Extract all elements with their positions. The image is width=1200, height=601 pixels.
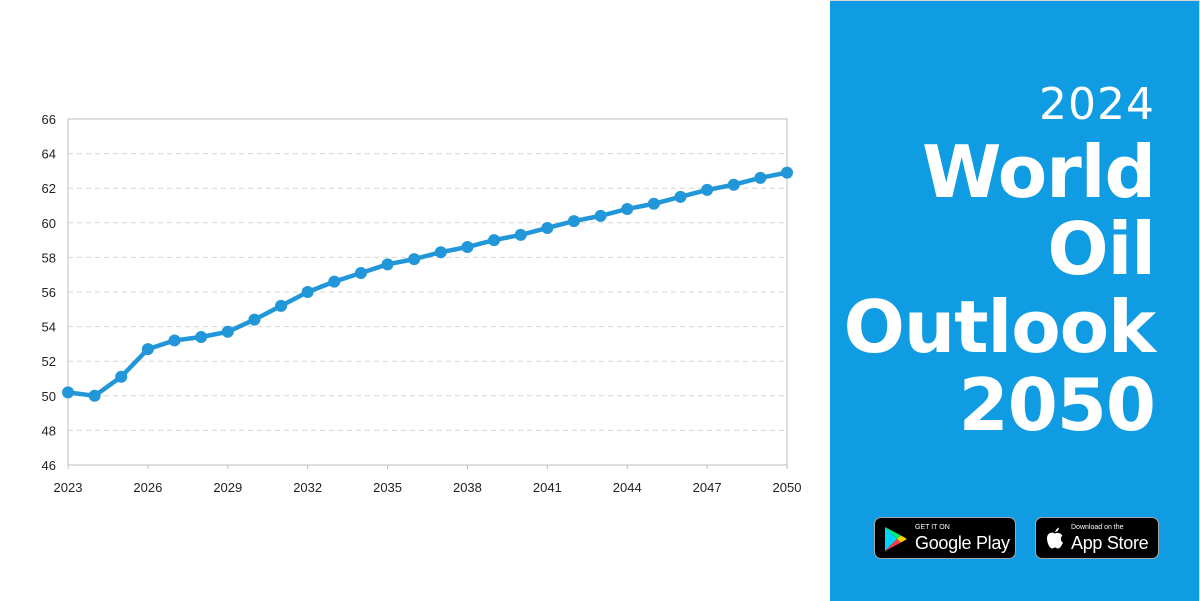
data-point xyxy=(594,209,607,222)
y-axis-ticks: 46 48 50 52 54 56 58 60 62 64 66 xyxy=(42,112,56,473)
data-point xyxy=(461,241,474,254)
data-point xyxy=(354,266,367,279)
y-tick-label: 48 xyxy=(42,423,56,438)
data-point xyxy=(567,215,580,228)
x-tick-label: 2029 xyxy=(213,480,242,495)
data-point xyxy=(381,258,394,271)
data-point xyxy=(221,325,234,338)
y-tick-label: 62 xyxy=(42,181,56,196)
apple-badge-small-text: Download on the xyxy=(1071,524,1124,531)
x-tick-label: 2038 xyxy=(453,480,482,495)
google-badge-big-text: Google Play xyxy=(915,533,1010,553)
data-point xyxy=(541,221,554,234)
google-badge-small-text: GET IT ON xyxy=(915,524,950,531)
y-tick-label: 66 xyxy=(42,112,56,127)
data-point xyxy=(275,299,288,312)
app-store-badge[interactable]: Download on the App Store xyxy=(1035,517,1159,559)
data-point xyxy=(621,202,634,215)
series xyxy=(62,166,793,402)
x-tick-label: 2023 xyxy=(54,480,83,495)
data-point xyxy=(647,197,660,210)
report-title-line-3: Outlook xyxy=(843,285,1156,369)
data-point xyxy=(514,228,527,241)
y-tick-label: 60 xyxy=(42,216,56,231)
data-point xyxy=(248,313,261,326)
y-tick-label: 50 xyxy=(42,389,56,404)
y-tick-label: 64 xyxy=(42,147,56,162)
y-tick-label: 58 xyxy=(42,250,56,265)
x-tick-label: 2044 xyxy=(613,480,642,495)
data-point xyxy=(88,389,101,402)
x-tick-label: 2035 xyxy=(373,480,402,495)
title-panel: 2024 World Oil Outlook 2050 GET IT ON Go… xyxy=(830,0,1200,601)
data-point xyxy=(701,183,714,196)
data-point xyxy=(328,275,341,288)
data-point xyxy=(727,178,740,191)
data-point xyxy=(115,370,128,383)
data-point xyxy=(195,330,208,343)
data-point xyxy=(62,386,74,399)
x-tick-label: 2041 xyxy=(533,480,562,495)
report-title-line-1: World xyxy=(921,130,1156,214)
data-point xyxy=(488,234,501,247)
apple-icon xyxy=(1047,527,1063,549)
data-point xyxy=(674,190,687,203)
series-line xyxy=(65,170,790,399)
y-tick-label: 56 xyxy=(42,285,56,300)
data-point xyxy=(141,343,154,356)
report-year: 2024 xyxy=(1039,79,1155,130)
data-point xyxy=(408,253,421,266)
y-tick-label: 52 xyxy=(42,354,56,369)
data-point xyxy=(781,166,793,179)
y-tick-label: 54 xyxy=(42,320,56,335)
google-play-badge[interactable]: GET IT ON Google Play xyxy=(874,517,1016,559)
data-point xyxy=(168,334,181,347)
y-tick-label: 46 xyxy=(42,458,56,473)
grid xyxy=(68,153,787,431)
apple-badge-big-text: App Store xyxy=(1071,533,1149,553)
x-axis-ticks: 2023 2026 2029 2032 2035 2038 2041 2044 2047 2050 xyxy=(54,465,802,495)
chart: 46 48 50 52 54 56 58 60 62 64 66 2023 2026 2029 2032 2… xyxy=(42,112,802,495)
google-play-icon xyxy=(885,527,907,551)
x-tick-label: 2047 xyxy=(693,480,722,495)
title-panel-background xyxy=(830,1,1199,601)
axes xyxy=(67,118,788,466)
plot-frame xyxy=(67,118,788,466)
x-tick-label: 2050 xyxy=(773,480,802,495)
data-point xyxy=(434,246,447,259)
report-title-line-4: 2050 xyxy=(958,363,1156,447)
data-point xyxy=(301,286,314,298)
x-tick-label: 2026 xyxy=(133,480,162,495)
report-title-line-2: Oil xyxy=(1047,207,1156,291)
x-tick-label: 2032 xyxy=(293,480,322,495)
data-point xyxy=(754,171,767,184)
